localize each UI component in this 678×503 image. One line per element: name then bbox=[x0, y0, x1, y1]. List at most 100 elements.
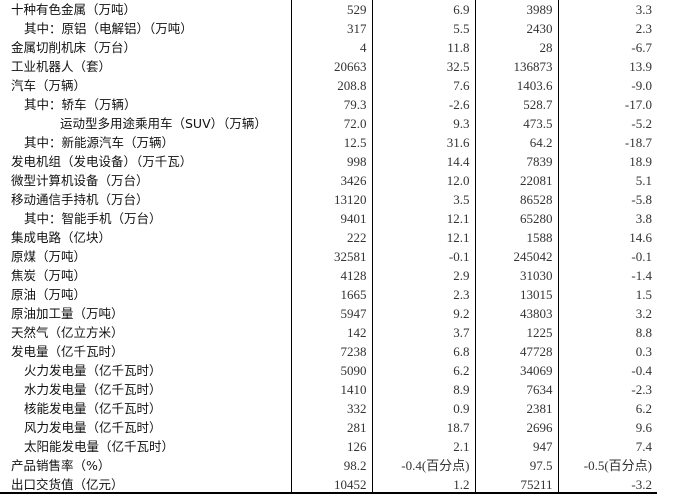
value-col-3: 1588 bbox=[474, 228, 558, 247]
row-label: 风力发电量（亿千瓦时） bbox=[24, 420, 162, 435]
value-col-3: 245042 bbox=[474, 247, 558, 266]
row-label: 太阳能发电量（亿千瓦时） bbox=[24, 439, 175, 454]
value-col-3: 3989 bbox=[474, 0, 558, 19]
row-label: 原油加工量（万吨） bbox=[11, 306, 124, 321]
value-col-4: 6.2 bbox=[557, 399, 657, 418]
table-body: 十种有色金属（万吨） 529 6.9 3989 3.3 其中：原铝（电解铝）（万吨） 317… bbox=[0, 0, 657, 494]
value-col-2: -0.4(百分点) bbox=[371, 456, 475, 475]
row-label: 汽车（万辆） bbox=[11, 78, 87, 93]
table-row: 原煤（万吨） 32581 -0.1 245042 -0.1 bbox=[0, 247, 657, 266]
row-label: 原油（万吨） bbox=[11, 287, 87, 302]
value-col-3: 7634 bbox=[474, 380, 558, 399]
table-row: 微型计算机设备（万台） 3426 12.0 22081 5.1 bbox=[0, 171, 657, 190]
value-col-4: 0.3 bbox=[557, 342, 657, 361]
value-col-2: 14.4 bbox=[371, 152, 475, 171]
value-col-2: -2.6 bbox=[371, 95, 475, 114]
value-col-1: 9401 bbox=[290, 209, 372, 228]
value-col-2: -0.1 bbox=[371, 247, 475, 266]
value-col-1: 5090 bbox=[290, 361, 372, 380]
value-col-2: 12.1 bbox=[371, 209, 475, 228]
row-label: 微型计算机设备（万台） bbox=[11, 173, 149, 188]
value-col-3: 2430 bbox=[474, 19, 558, 38]
value-col-1: 98.2 bbox=[290, 456, 372, 475]
table-row: 发电量（亿千瓦时） 7238 6.8 47728 0.3 bbox=[0, 342, 657, 361]
value-col-4: -0.1 bbox=[557, 247, 657, 266]
value-col-4: 3.3 bbox=[557, 0, 657, 19]
value-col-3: 22081 bbox=[474, 171, 558, 190]
value-col-3: 7839 bbox=[474, 152, 558, 171]
value-col-2: 3.5 bbox=[371, 190, 475, 209]
table-row: 其中：原铝（电解铝）（万吨） 317 5.5 2430 2.3 bbox=[0, 19, 657, 38]
value-col-2: 2.9 bbox=[371, 266, 475, 285]
row-label: 焦炭（万吨） bbox=[11, 268, 87, 283]
value-col-2: 6.9 bbox=[371, 0, 475, 19]
row-label: 金属切削机床（万台） bbox=[11, 40, 137, 55]
value-col-3: 64.2 bbox=[474, 133, 558, 152]
value-col-4: 8.8 bbox=[557, 323, 657, 342]
value-col-1: 72.0 bbox=[290, 114, 372, 133]
value-col-2: 6.8 bbox=[371, 342, 475, 361]
table-row: 十种有色金属（万吨） 529 6.9 3989 3.3 bbox=[0, 0, 657, 19]
value-col-4: 18.9 bbox=[557, 152, 657, 171]
table-row: 运动型多用途乘用车（SUV）（万辆） 72.0 9.3 473.5 -5.2 bbox=[0, 114, 657, 133]
value-col-1: 126 bbox=[290, 437, 372, 456]
value-col-1: 208.8 bbox=[290, 76, 372, 95]
value-col-4: 1.5 bbox=[557, 285, 657, 304]
value-col-3: 75211 bbox=[474, 475, 558, 494]
value-col-2: 2.1 bbox=[371, 437, 475, 456]
row-label: 发电机组（发电设备）（万千瓦） bbox=[11, 154, 193, 169]
table-row: 其中：轿车（万辆） 79.3 -2.6 528.7 -17.0 bbox=[0, 95, 657, 114]
table-row: 原油加工量（万吨） 5947 9.2 43803 3.2 bbox=[0, 304, 657, 323]
value-col-2: 5.5 bbox=[371, 19, 475, 38]
value-col-1: 7238 bbox=[290, 342, 372, 361]
value-col-4: 3.8 bbox=[557, 209, 657, 228]
row-label: 出口交货值（亿元） bbox=[11, 477, 124, 492]
value-col-4: -18.7 bbox=[557, 133, 657, 152]
row-label: 其中：新能源汽车（万辆） bbox=[24, 135, 175, 150]
value-col-1: 13120 bbox=[290, 190, 372, 209]
value-col-1: 281 bbox=[290, 418, 372, 437]
row-label: 核能发电量（亿千瓦时） bbox=[24, 401, 162, 416]
value-col-1: 12.5 bbox=[290, 133, 372, 152]
value-col-4: 3.2 bbox=[557, 304, 657, 323]
value-col-1: 20663 bbox=[290, 57, 372, 76]
value-col-3: 43803 bbox=[474, 304, 558, 323]
row-label: 原煤（万吨） bbox=[11, 249, 87, 264]
value-col-3: 473.5 bbox=[474, 114, 558, 133]
value-col-1: 222 bbox=[290, 228, 372, 247]
table-row: 焦炭（万吨） 4128 2.9 31030 -1.4 bbox=[0, 266, 657, 285]
row-label: 工业机器人（套） bbox=[11, 59, 112, 74]
value-col-3: 86528 bbox=[474, 190, 558, 209]
value-col-4: -17.0 bbox=[557, 95, 657, 114]
value-col-4: -6.7 bbox=[557, 38, 657, 57]
value-col-4: -3.2 bbox=[557, 475, 657, 494]
value-col-2: 0.9 bbox=[371, 399, 475, 418]
value-col-4: 14.6 bbox=[557, 228, 657, 247]
value-col-1: 3426 bbox=[290, 171, 372, 190]
value-col-2: 12.0 bbox=[371, 171, 475, 190]
table-row: 其中：新能源汽车（万辆） 12.5 31.6 64.2 -18.7 bbox=[0, 133, 657, 152]
table-row: 火力发电量（亿千瓦时） 5090 6.2 34069 -0.4 bbox=[0, 361, 657, 380]
table-row: 集成电路（亿块） 222 12.1 1588 14.6 bbox=[0, 228, 657, 247]
row-label: 水力发电量（亿千瓦时） bbox=[24, 382, 162, 397]
value-col-3: 1225 bbox=[474, 323, 558, 342]
row-label: 移动通信手持机（万台） bbox=[11, 192, 149, 207]
table-bottom-border bbox=[0, 492, 657, 494]
value-col-1: 142 bbox=[290, 323, 372, 342]
value-col-1: 1410 bbox=[290, 380, 372, 399]
value-col-2: 11.8 bbox=[371, 38, 475, 57]
value-col-1: 332 bbox=[290, 399, 372, 418]
table-row: 其中：智能手机（万台） 9401 12.1 65280 3.8 bbox=[0, 209, 657, 228]
value-col-3: 13015 bbox=[474, 285, 558, 304]
value-col-2: 9.3 bbox=[371, 114, 475, 133]
value-col-3: 31030 bbox=[474, 266, 558, 285]
value-col-2: 31.6 bbox=[371, 133, 475, 152]
table-row: 出口交货值（亿元） 10452 1.2 75211 -3.2 bbox=[0, 475, 657, 494]
value-col-4: 5.1 bbox=[557, 171, 657, 190]
value-col-2: 7.6 bbox=[371, 76, 475, 95]
table-row: 风力发电量（亿千瓦时） 281 18.7 2696 9.6 bbox=[0, 418, 657, 437]
value-col-3: 136873 bbox=[474, 57, 558, 76]
value-col-3: 65280 bbox=[474, 209, 558, 228]
value-col-4: 7.4 bbox=[557, 437, 657, 456]
value-col-2: 6.2 bbox=[371, 361, 475, 380]
